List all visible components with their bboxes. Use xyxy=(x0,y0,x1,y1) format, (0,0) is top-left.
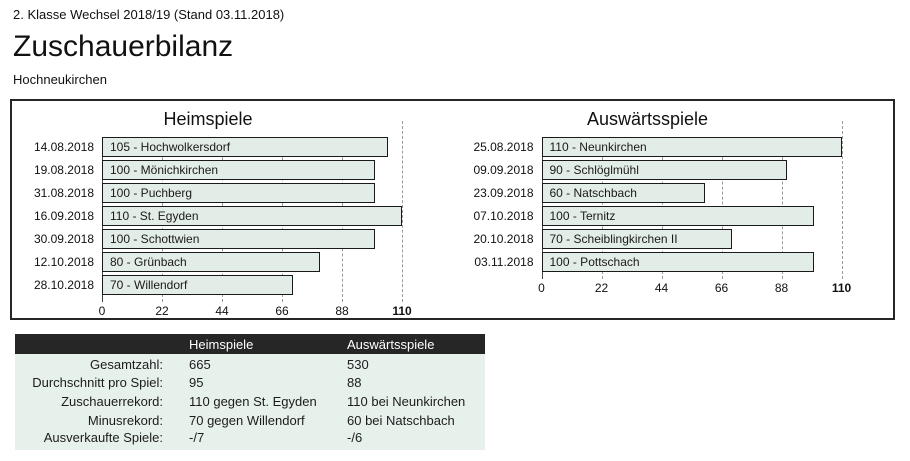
value-bar: 110 - St. Egyden xyxy=(102,206,402,226)
date-label: 28.10.2018 xyxy=(33,278,94,292)
plot-area: 110 - Neunkirchen 90 - Schlöglmühl 60 - Na… xyxy=(541,121,843,279)
bar-label: 70 - Willendorf xyxy=(110,278,188,292)
bar-label: 100 - Pottschach xyxy=(549,255,640,269)
summary-col-away: Auswärtsspiele xyxy=(333,334,485,354)
date-label: 16.09.2018 xyxy=(33,209,94,223)
date-label: 09.09.2018 xyxy=(473,163,534,177)
date-label: 12.10.2018 xyxy=(33,255,94,269)
bar-label: 100 - Mönichkirchen xyxy=(110,163,219,177)
value-bar: 100 - Puchberg xyxy=(102,183,375,203)
summary-home-value: -/7 xyxy=(189,430,205,445)
value-bar: 110 - Neunkirchen xyxy=(541,137,842,157)
summary-away-value: 530 xyxy=(347,357,369,372)
chart-body: 25.08.2018 09.09.2018 23.09.2018 07.10.2018… xyxy=(454,121,894,279)
league-line: 2. Klasse Wechsel 2018/19 (Stand 03.11.2… xyxy=(13,7,285,22)
summary-col-home: Heimspiele xyxy=(175,334,333,354)
date-label: 20.10.2018 xyxy=(473,232,534,246)
value-bar: 100 - Mönichkirchen xyxy=(102,160,375,180)
x-axis: 0 22 44 66 88 110 xyxy=(538,279,851,295)
value-bar: 70 - Willendorf xyxy=(102,275,293,295)
date-label: 14.08.2018 xyxy=(33,140,94,154)
x-tick-label: 110 xyxy=(831,281,852,295)
bar-label: 100 - Puchberg xyxy=(110,186,193,200)
value-bar: 70 - Scheiblingkirchen II xyxy=(541,229,733,249)
x-tick-label: 44 xyxy=(215,304,229,318)
x-tick-label: 110 xyxy=(392,304,412,318)
summary-away-value: 60 bei Natschbach xyxy=(347,413,455,428)
x-tick-label: 22 xyxy=(155,304,169,318)
x-tick-label: 66 xyxy=(714,281,729,295)
bar-label: 60 - Natschbach xyxy=(549,186,637,200)
value-bar: 80 - Grünbach xyxy=(102,252,321,272)
bar-label: 90 - Schlöglmühl xyxy=(549,163,639,177)
summary-table: Heimspiele Auswärtsspiele Gesamtzahl: 665… xyxy=(15,334,485,450)
summary-away-value: 110 bei Neunkirchen xyxy=(347,394,466,409)
summary-home-value: 110 gegen St. Egyden xyxy=(189,394,317,409)
summary-row-label: Zuschauerrekord: xyxy=(61,394,163,409)
x-tick-label: 66 xyxy=(275,304,289,318)
date-label: 25.08.2018 xyxy=(473,140,534,154)
summary-away-value: -/6 xyxy=(347,430,363,445)
x-tick-label: 44 xyxy=(654,281,669,295)
bar-label: 100 - Ternitz xyxy=(549,209,616,223)
bar-label: 110 - St. Egyden xyxy=(110,209,199,223)
summary-home-value: 70 gegen Willendorf xyxy=(189,413,305,428)
auswaertsspiele-chart: Auswärtsspiele 25.08.2018 09.09.2018 23.09… xyxy=(454,106,894,312)
gridline-110 xyxy=(841,121,843,279)
summary-row: Zuschauerrekord: 110 gegen St. Egyden 110 … xyxy=(15,392,485,411)
date-label: 23.09.2018 xyxy=(473,186,534,200)
date-axis: 25.08.2018 09.09.2018 23.09.2018 07.10.2018… xyxy=(454,137,542,279)
date-label: 31.08.2018 xyxy=(33,186,94,200)
team-name: Hochneukirchen xyxy=(13,72,107,87)
page-title: Zuschauerbilanz xyxy=(13,30,234,63)
summary-home-value: 665 xyxy=(189,357,211,372)
value-bar: 90 - Schlöglmühl xyxy=(541,160,787,180)
chart-title-away: Auswärtsspiele xyxy=(586,109,709,129)
plot-area: 105 - Hochwolkersdorf 100 - Mönichkirchen… xyxy=(102,121,403,302)
value-bar: 100 - Schottwien xyxy=(102,229,375,249)
summary-row-label: Minusrekord: xyxy=(87,413,163,428)
summary-home-value: 95 xyxy=(189,375,204,390)
x-tick-label: 88 xyxy=(335,304,349,318)
summary-row-label: Ausverkaufte Spiele: xyxy=(43,430,163,445)
heimspiele-chart: Heimspiele 14.08.2018 19.08.2018 31.08.201… xyxy=(14,106,454,318)
bar-label: 105 - Hochwolkersdorf xyxy=(110,140,231,154)
summary-col-empty xyxy=(15,334,175,354)
page-header: 2. Klasse Wechsel 2018/19 (Stand 03.11.2… xyxy=(0,0,910,87)
chart-title-home: Heimspiele xyxy=(163,109,253,129)
date-label: 30.09.2018 xyxy=(33,232,94,246)
x-tick-label: 22 xyxy=(594,281,609,295)
value-bar: 100 - Pottschach xyxy=(541,252,815,272)
summary-row-label: Durchschnitt pro Spiel: xyxy=(32,375,163,390)
bar-label: 80 - Grünbach xyxy=(110,255,187,269)
summary-table-body: Gesamtzahl: 665 530 Durchschnitt pro Spiel:… xyxy=(15,354,485,450)
summary-row: Gesamtzahl: 665 530 xyxy=(15,354,485,373)
x-axis: 0 22 44 66 88 110 xyxy=(98,302,412,318)
x-tick-label: 0 xyxy=(538,281,545,295)
date-axis: 14.08.2018 19.08.2018 31.08.2018 16.09.2018… xyxy=(14,137,102,302)
summary-row: Durchschnitt pro Spiel: 95 88 xyxy=(15,373,485,392)
summary-row-label: Gesamtzahl: xyxy=(90,357,163,372)
summary-row: Ausverkaufte Spiele: -/7 -/6 xyxy=(15,430,485,450)
value-bar: 105 - Hochwolkersdorf xyxy=(102,137,389,157)
summary-header-row: Heimspiele Auswärtsspiele xyxy=(15,334,485,354)
chart-body: 14.08.2018 19.08.2018 31.08.2018 16.09.2018… xyxy=(14,121,454,302)
gridline-110 xyxy=(402,121,403,302)
value-bar: 60 - Natschbach xyxy=(541,183,706,203)
date-label: 03.11.2018 xyxy=(474,255,534,269)
bar-label: 70 - Scheiblingkirchen II xyxy=(549,232,678,246)
charts-panel: Heimspiele 14.08.2018 19.08.2018 31.08.201… xyxy=(10,99,895,320)
date-label: 07.10.2018 xyxy=(473,209,534,223)
bar-label: 110 - Neunkirchen xyxy=(549,140,647,154)
value-bar: 100 - Ternitz xyxy=(541,206,815,226)
bar-label: 100 - Schottwien xyxy=(110,232,200,246)
x-tick-label: 0 xyxy=(98,304,106,318)
summary-away-value: 88 xyxy=(347,375,362,390)
date-label: 19.08.2018 xyxy=(33,163,94,177)
summary-row: Minusrekord: 70 gegen Willendorf 60 bei Na… xyxy=(15,411,485,430)
x-tick-label: 88 xyxy=(774,281,789,295)
